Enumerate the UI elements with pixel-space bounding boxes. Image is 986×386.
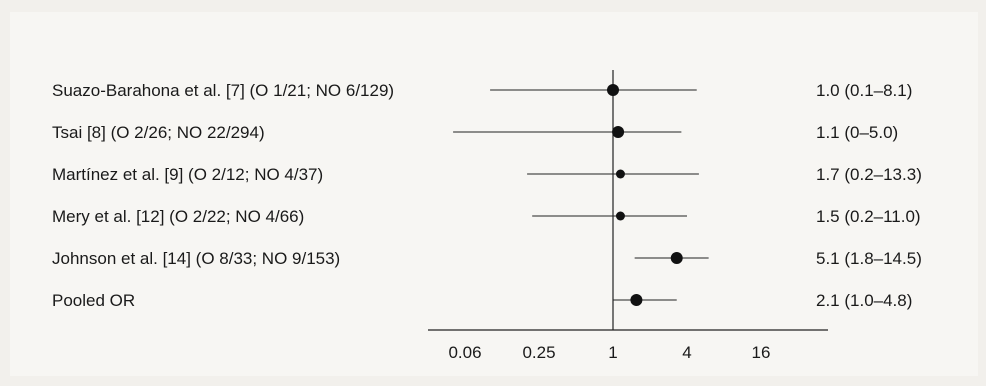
study-row: Tsai [8] (O 2/26; NO 22/294) 1.1 (0–5.0): [52, 123, 898, 142]
study-label: Tsai [8] (O 2/26; NO 22/294): [52, 123, 265, 142]
forest-plot-figure: Suazo-Barahona et al. [7] (O 1/21; NO 6/…: [10, 12, 978, 376]
x-tick-label: 16: [752, 343, 771, 362]
ci-label: 1.5 (0.2–11.0): [816, 207, 921, 226]
point-estimate: [612, 126, 625, 138]
x-tick-labels: 0.06 0.25 1 4 16: [448, 343, 770, 362]
study-label: Pooled OR: [52, 291, 135, 310]
ci-label: 1.7 (0.2–13.3): [816, 165, 922, 184]
study-label: Suazo-Barahona et al. [7] (O 1/21; NO 6/…: [52, 81, 394, 100]
ci-label: 1.0 (0.1–8.1): [816, 81, 912, 100]
study-label: Martínez et al. [9] (O 2/12; NO 4/37): [52, 165, 323, 184]
study-row: Suazo-Barahona et al. [7] (O 1/21; NO 6/…: [52, 81, 912, 100]
x-tick-label: 1: [608, 343, 617, 362]
x-tick-label: 4: [682, 343, 691, 362]
point-estimate: [630, 294, 643, 306]
point-estimate: [615, 211, 625, 221]
study-row: Pooled OR 2.1 (1.0–4.8): [52, 291, 912, 310]
study-rows: Suazo-Barahona et al. [7] (O 1/21; NO 6/…: [52, 81, 922, 310]
ci-label: 5.1 (1.8–14.5): [816, 249, 922, 268]
point-estimate: [670, 252, 683, 264]
ci-label: 1.1 (0–5.0): [816, 123, 898, 142]
x-tick-label: 0.06: [448, 343, 481, 362]
forest-plot: Suazo-Barahona et al. [7] (O 1/21; NO 6/…: [52, 70, 922, 362]
point-estimate: [607, 84, 619, 96]
point-estimate: [615, 169, 625, 179]
study-label: Johnson et al. [14] (O 8/33; NO 9/153): [52, 249, 340, 268]
study-row: Johnson et al. [14] (O 8/33; NO 9/153) 5.…: [52, 249, 922, 268]
study-row: Mery et al. [12] (O 2/22; NO 4/66) 1.5 (0…: [52, 207, 921, 226]
study-row: Martínez et al. [9] (O 2/12; NO 4/37) 1.7…: [52, 165, 922, 184]
ci-label: 2.1 (1.0–4.8): [816, 291, 912, 310]
x-tick-label: 0.25: [522, 343, 555, 362]
study-label: Mery et al. [12] (O 2/22; NO 4/66): [52, 207, 304, 226]
